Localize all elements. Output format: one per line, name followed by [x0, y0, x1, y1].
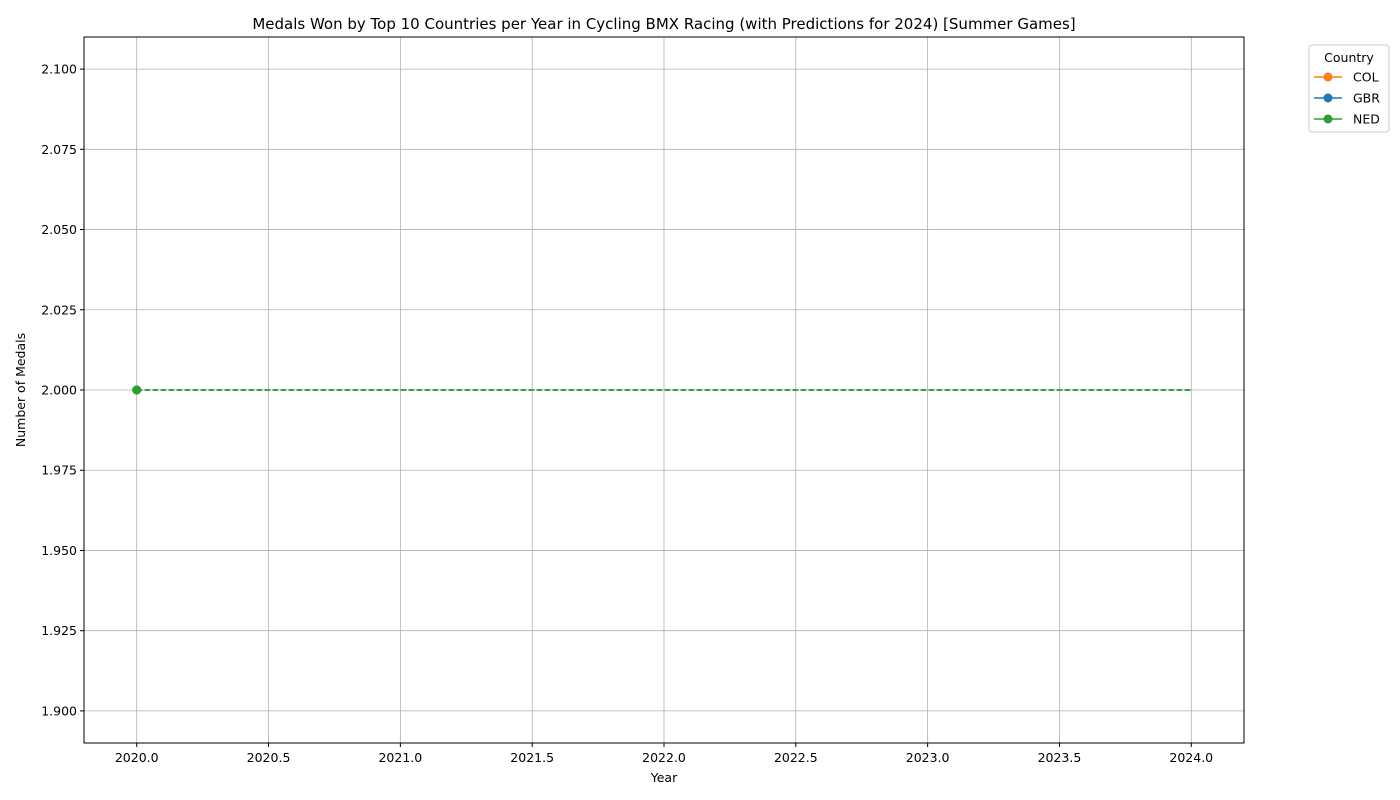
legend-marker: [1323, 114, 1333, 124]
data-point: [132, 385, 142, 395]
y-tick-label: 2.075: [41, 142, 77, 157]
x-axis: 2020.0 2020.5 2021.0 2021.5 2022.0 2022.5 2023…: [115, 743, 1213, 765]
x-axis-label: Year: [650, 770, 678, 785]
legend-label: GBR: [1353, 91, 1380, 106]
x-tick-label: 2021.5: [510, 750, 554, 765]
legend-entry-gbr: GBR: [1314, 91, 1380, 106]
y-tick-label: 1.900: [41, 703, 77, 718]
x-tick-label: 2023.5: [1038, 750, 1082, 765]
legend-box: [1308, 44, 1390, 133]
y-tick-label: 2.000: [41, 383, 77, 398]
legend-marker: [1323, 72, 1333, 82]
legend-title: Country: [1324, 50, 1374, 65]
y-tick-label: 1.950: [41, 543, 77, 558]
x-tick-label: 2022.5: [774, 750, 818, 765]
legend: Country COL GBR NED: [1308, 44, 1390, 133]
legend-marker: [1323, 93, 1333, 103]
x-tick-label: 2020.5: [247, 750, 291, 765]
y-axis: 1.900 1.925 1.950 1.975 2.000 2.025 2.050 2.075…: [41, 62, 84, 718]
y-tick-label: 2.025: [41, 302, 77, 317]
legend-entry-col: COL: [1314, 70, 1379, 85]
chart-title: Medals Won by Top 10 Countries per Year …: [252, 15, 1075, 33]
y-tick-label: 2.050: [41, 222, 77, 237]
y-tick-label: 2.100: [41, 62, 77, 77]
legend-entry-ned: NED: [1314, 112, 1380, 127]
y-axis-label: Number of Medals: [13, 333, 28, 447]
x-tick-label: 2024.0: [1169, 750, 1213, 765]
x-tick-label: 2021.0: [378, 750, 422, 765]
series-layer: [132, 385, 1192, 395]
x-tick-label: 2023.0: [906, 750, 950, 765]
x-tick-label: 2020.0: [115, 750, 159, 765]
series-ned: [132, 385, 1192, 395]
legend-label: NED: [1353, 112, 1380, 127]
legend-entries: COL GBR NED: [1314, 70, 1380, 127]
x-tick-label: 2022.0: [642, 750, 686, 765]
y-tick-label: 1.975: [41, 463, 77, 478]
legend-label: COL: [1353, 70, 1379, 85]
y-tick-label: 1.925: [41, 623, 77, 638]
